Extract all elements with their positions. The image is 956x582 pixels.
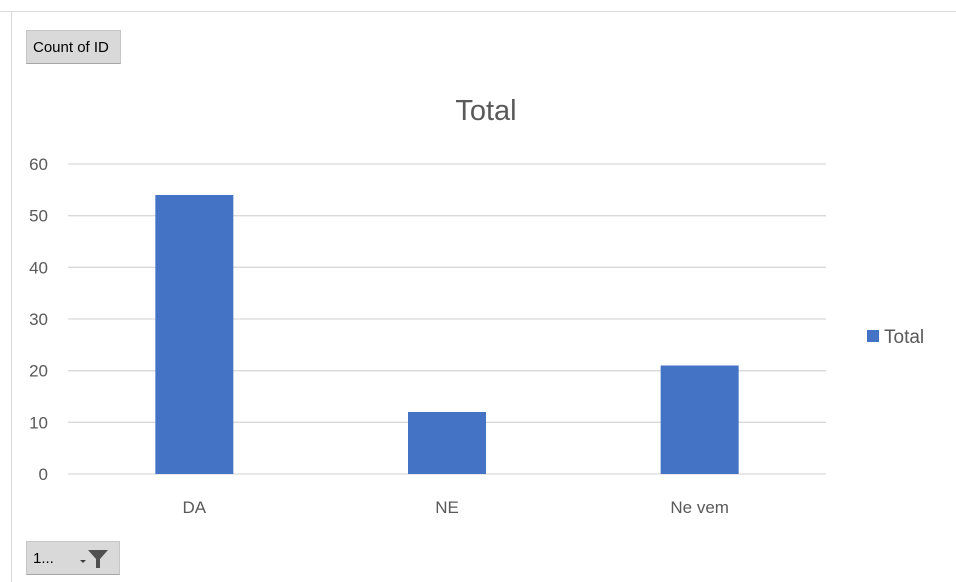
x-tick-label-ne-vem: Ne vem xyxy=(670,498,729,517)
x-axis-tick-labels: DA NE Ne vem xyxy=(183,498,729,517)
gridlines xyxy=(68,163,826,475)
y-axis-tick-labels: 0 10 20 30 40 50 60 xyxy=(29,155,48,484)
x-tick-label-da: DA xyxy=(183,498,207,517)
bars xyxy=(155,195,739,474)
x-tick-label-ne: NE xyxy=(435,498,459,517)
y-tick-label-50: 50 xyxy=(29,207,48,226)
y-tick-label-60: 60 xyxy=(29,155,48,174)
axis-field-filter-button[interactable]: 1... xyxy=(26,541,120,575)
bar-da xyxy=(155,195,234,474)
y-tick-label-0: 0 xyxy=(39,465,48,484)
y-tick-label-30: 30 xyxy=(29,310,48,329)
value-field-button[interactable]: Count of ID xyxy=(26,30,121,64)
chart-frame-border-left xyxy=(11,11,12,582)
bar-ne-vem xyxy=(660,365,739,474)
filter-icon xyxy=(88,550,108,568)
dropdown-arrow-icon xyxy=(80,560,86,563)
chart-frame-border-top xyxy=(0,11,956,12)
y-tick-label-40: 40 xyxy=(29,258,48,277)
bar-ne xyxy=(408,412,486,474)
legend-label-total: Total xyxy=(884,327,924,348)
filter-button-label: 1... xyxy=(33,550,54,567)
y-tick-label-20: 20 xyxy=(29,362,48,381)
y-tick-label-10: 10 xyxy=(29,413,48,432)
legend-swatch-total xyxy=(867,330,879,342)
chart-title: Total xyxy=(455,95,516,127)
chart-legend: Total xyxy=(867,327,924,348)
